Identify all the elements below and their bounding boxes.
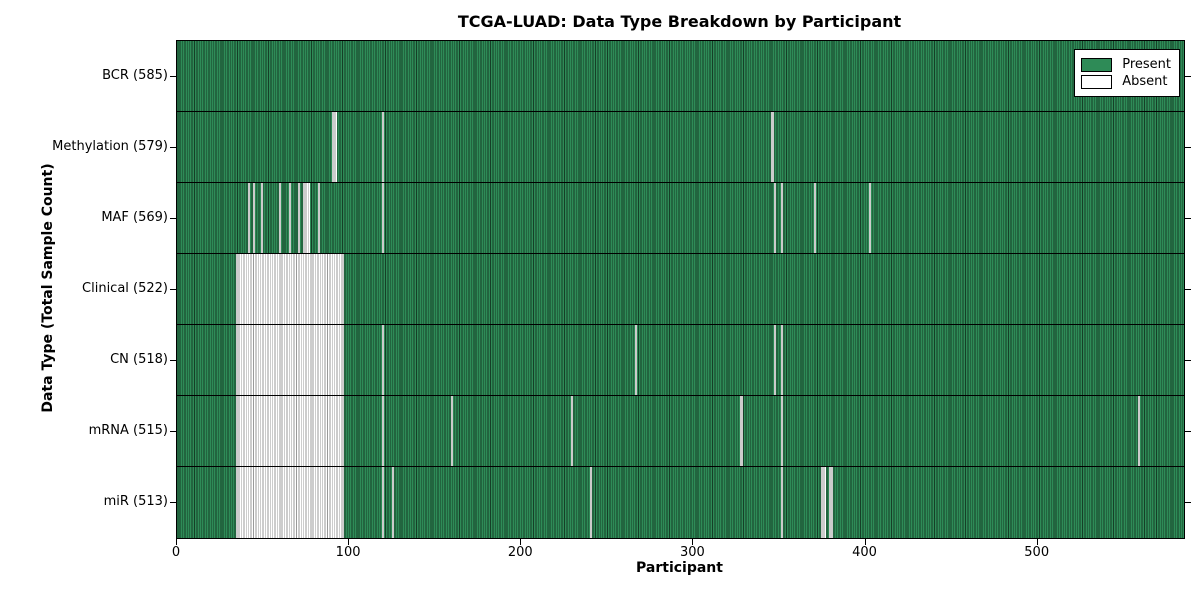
- row-separator: [177, 182, 1184, 183]
- x-tick-label: 100: [335, 545, 361, 560]
- absent-segment-mir: [820, 467, 826, 538]
- absent-segment-methylation: [381, 112, 384, 183]
- absent-segment-mrna: [571, 396, 574, 467]
- y-tick-mark: [1185, 289, 1191, 290]
- absent-segment-mir: [381, 467, 384, 538]
- row-separator: [177, 111, 1184, 112]
- x-tick-label: 300: [679, 545, 705, 560]
- x-tick-mark: [864, 539, 866, 545]
- absent-segment-mir: [392, 467, 395, 538]
- legend-entry-absent: Absent: [1081, 74, 1171, 89]
- row-separator: [177, 395, 1184, 396]
- y-tick-mark: [170, 431, 176, 432]
- y-tick-label-mir: miR (513): [103, 494, 168, 509]
- x-tick-mark: [520, 539, 522, 545]
- legend-label-absent: Absent: [1122, 74, 1168, 89]
- chart-title: TCGA-LUAD: Data Type Breakdown by Partic…: [457, 12, 902, 31]
- y-tick-mark: [1185, 147, 1191, 148]
- y-tick-mark: [1185, 360, 1191, 361]
- y-tick-label-maf: MAF (569): [101, 210, 168, 225]
- absent-segment-cn: [381, 325, 384, 396]
- absent-segment-mir: [781, 467, 784, 538]
- absent-segment-mir: [590, 467, 593, 538]
- y-tick-mark: [1185, 218, 1191, 219]
- y-tick-mark: [170, 289, 176, 290]
- y-tick-mark: [1185, 431, 1191, 432]
- x-tick-mark: [692, 539, 694, 545]
- x-tick-label: 0: [171, 545, 181, 560]
- y-tick-label-bcr: BCR (585): [102, 68, 168, 83]
- absent-segment-mrna: [781, 396, 784, 467]
- y-tick-mark: [170, 360, 176, 361]
- absent-segment-cn: [634, 325, 637, 396]
- absent-segment-methylation: [331, 112, 338, 183]
- x-tick-mark: [348, 539, 350, 545]
- absent-segment-cn: [774, 325, 777, 396]
- absent-segment-maf: [252, 183, 255, 254]
- absent-segment-mrna: [739, 396, 744, 467]
- absent-segment-mir: [829, 467, 833, 538]
- absent-segment-methylation: [770, 112, 775, 183]
- legend: Present Absent: [1074, 49, 1180, 97]
- absent-segment-maf: [774, 183, 777, 254]
- absent-segment-mir: [235, 467, 344, 538]
- absent-segment-clinical: [235, 254, 344, 325]
- x-tick-label: 200: [507, 545, 533, 560]
- absent-segment-maf: [297, 183, 300, 254]
- heatmap-plot-area: Present Absent: [176, 40, 1185, 539]
- absent-swatch-icon: [1081, 74, 1113, 89]
- row-separator: [177, 466, 1184, 467]
- legend-label-present: Present: [1122, 57, 1171, 72]
- row-separator: [177, 324, 1184, 325]
- absent-segment-maf: [781, 183, 784, 254]
- absent-segment-maf: [302, 183, 310, 254]
- absent-segment-maf: [278, 183, 281, 254]
- y-tick-label-mrna: mRNA (515): [88, 423, 168, 438]
- x-tick-label: 500: [1024, 545, 1050, 560]
- y-tick-mark: [170, 147, 176, 148]
- y-tick-mark: [170, 218, 176, 219]
- y-tick-mark: [170, 76, 176, 77]
- absent-segment-cn: [235, 325, 344, 396]
- absent-segment-maf: [261, 183, 264, 254]
- absent-segment-maf: [381, 183, 384, 254]
- row-separator: [177, 253, 1184, 254]
- absent-segment-mrna: [1137, 396, 1140, 467]
- absent-segment-maf: [288, 183, 291, 254]
- x-tick-label: 400: [852, 545, 877, 560]
- y-tick-label-methylation: Methylation (579): [52, 139, 168, 154]
- present-swatch-icon: [1081, 57, 1113, 72]
- absent-segment-maf: [813, 183, 816, 254]
- y-tick-mark: [170, 502, 176, 503]
- y-tick-mark: [1185, 502, 1191, 503]
- absent-segment-maf: [247, 183, 250, 254]
- legend-entry-present: Present: [1081, 57, 1171, 72]
- absent-segment-maf: [318, 183, 321, 254]
- x-tick-mark: [176, 539, 177, 545]
- y-tick-label-cn: CN (518): [110, 352, 168, 367]
- absent-segment-maf: [869, 183, 871, 254]
- x-tick-mark: [1036, 539, 1038, 545]
- absent-segment-cn: [781, 325, 784, 396]
- absent-segment-mrna: [381, 396, 384, 467]
- absent-segment-mrna: [450, 396, 453, 467]
- x-axis-label: Participant: [636, 560, 723, 576]
- absent-segment-mrna: [235, 396, 344, 467]
- y-tick-mark: [1185, 76, 1191, 77]
- y-tick-label-clinical: Clinical (522): [82, 281, 168, 296]
